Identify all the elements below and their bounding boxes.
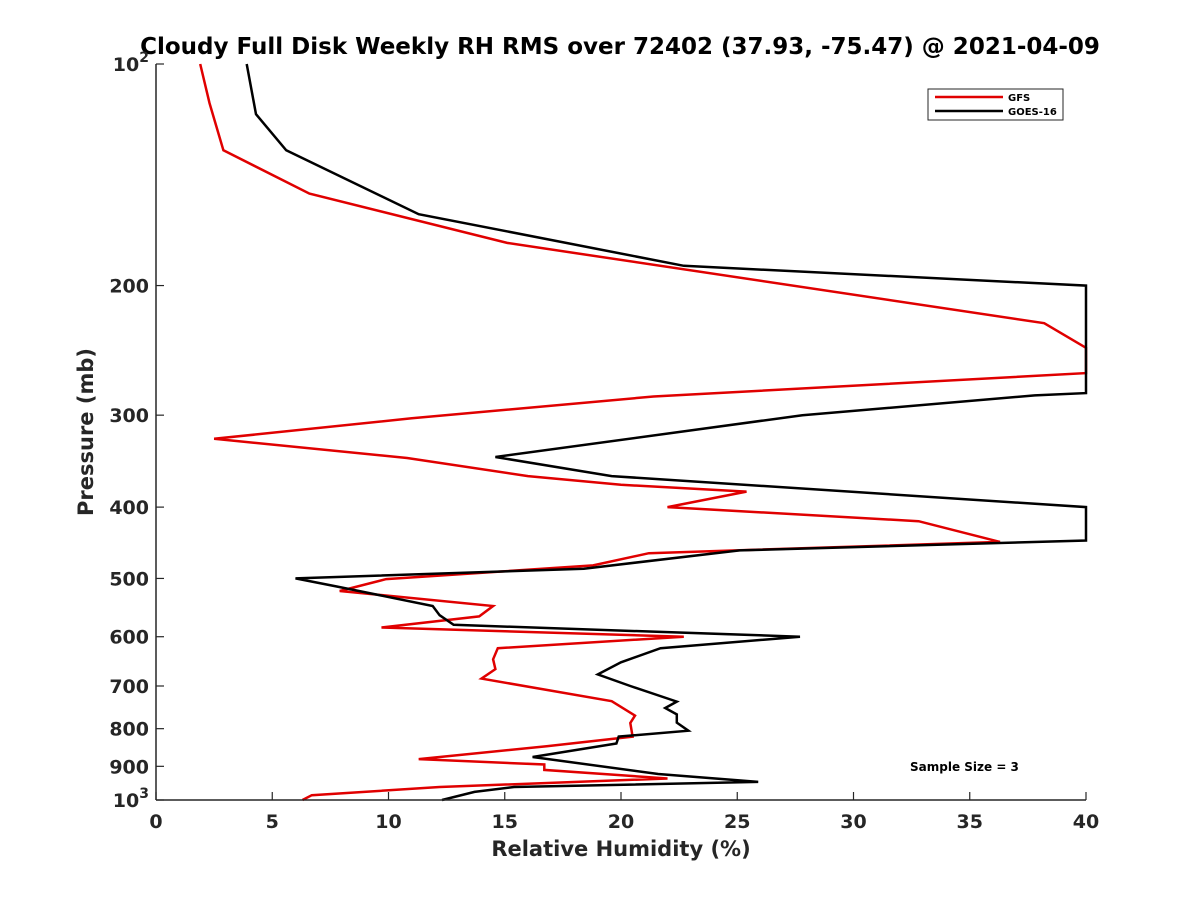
- x-tick-label: 0: [149, 811, 162, 833]
- y-tick-label: 300: [109, 405, 149, 427]
- y-tick-label: 900: [109, 756, 149, 778]
- chart-title: Cloudy Full Disk Weekly RH RMS over 7240…: [140, 34, 1100, 60]
- sample-size-annotation: Sample Size = 3: [910, 760, 1019, 774]
- x-tick-label: 5: [266, 811, 279, 833]
- legend-label-gfs: GFS: [1008, 93, 1030, 104]
- y-axis-ticks: 102 200 300 400 500 600 700 800 900 103: [109, 50, 164, 812]
- y-tick-label: 103: [113, 786, 149, 812]
- legend-box: [927, 88, 1064, 121]
- legend: GFS GOES-16: [927, 88, 1064, 121]
- x-tick-label: 25: [724, 811, 750, 833]
- plot-area: [156, 64, 1086, 800]
- y-tick-label: 800: [109, 719, 149, 741]
- series-line-goes16: [245, 63, 1088, 802]
- x-tick-label: 30: [840, 811, 866, 833]
- x-axis-label: Relative Humidity (%): [491, 837, 750, 861]
- x-tick-label: 10: [375, 811, 401, 833]
- series-layer: [198, 63, 1088, 802]
- y-tick-label: 500: [109, 568, 149, 590]
- y-tick-label: 400: [109, 497, 149, 519]
- legend-label-goes16: GOES-16: [1008, 107, 1057, 118]
- plot-background: [156, 64, 1086, 800]
- x-tick-label: 40: [1073, 811, 1099, 833]
- x-axis-ticks: 0 5 10 15 20 25 30 35 40: [149, 792, 1099, 833]
- y-tick-label: 102: [113, 50, 149, 76]
- x-tick-label: 20: [608, 811, 634, 833]
- y-tick-label: 600: [109, 627, 149, 649]
- y-axis-label: Pressure (mb): [74, 348, 98, 516]
- x-tick-label: 35: [957, 811, 983, 833]
- x-tick-label: 15: [492, 811, 518, 833]
- y-tick-label: 700: [109, 676, 149, 698]
- y-tick-label: 200: [109, 276, 149, 298]
